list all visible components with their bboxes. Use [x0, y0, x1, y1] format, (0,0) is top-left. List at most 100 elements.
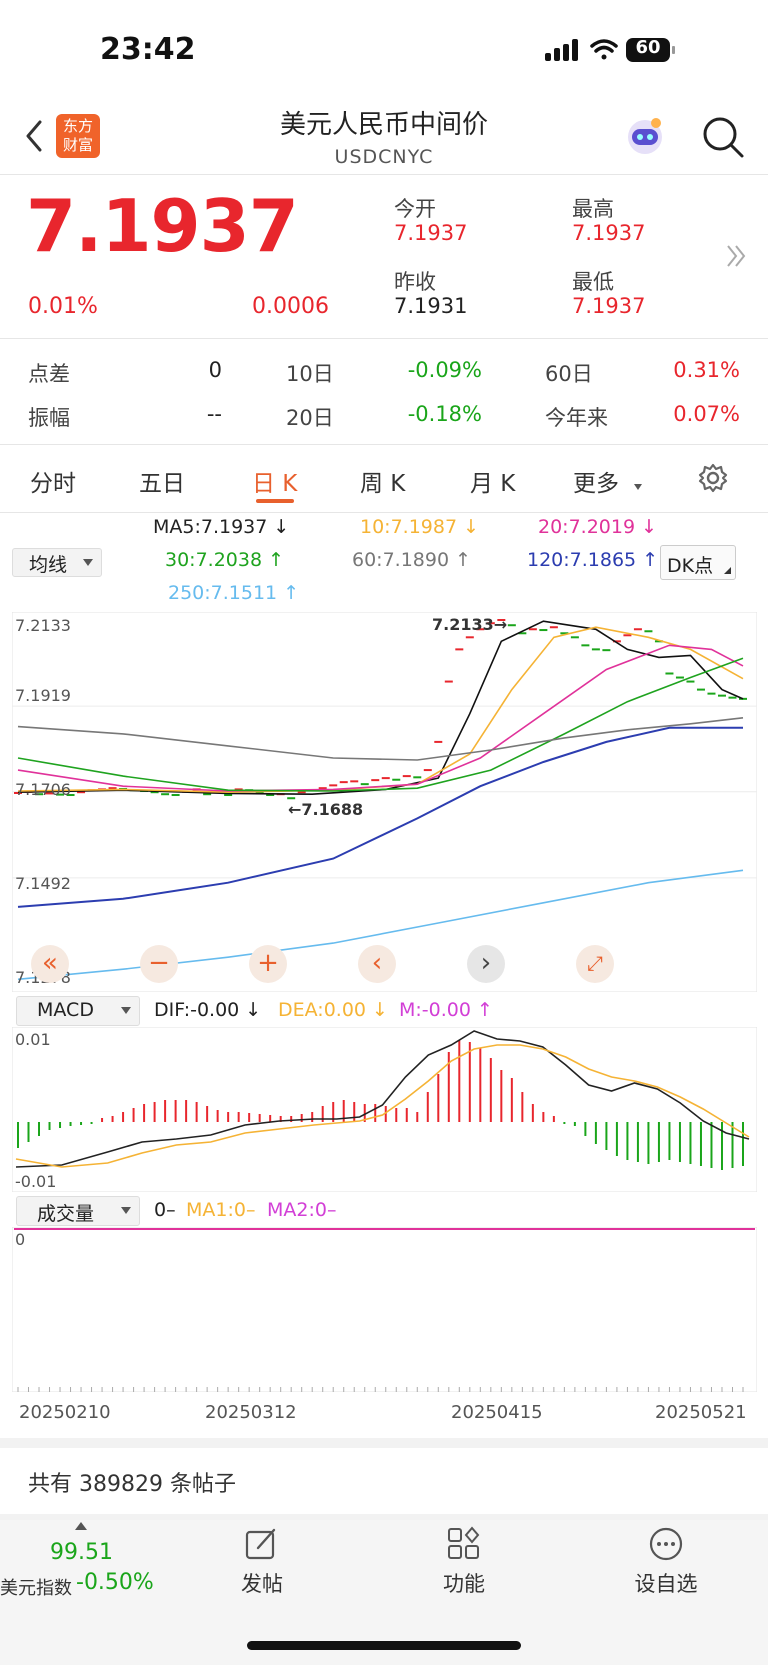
ma120-value: 120:7.1865 ↑: [527, 549, 659, 571]
status-icons: [545, 38, 675, 62]
wifi-icon: [590, 39, 618, 60]
date-label-3: 20250415: [451, 1402, 543, 1423]
open-label: 今开: [394, 197, 436, 221]
ma10-value: 10:7.1987 ↓: [360, 516, 480, 538]
high-label: 最高: [572, 197, 614, 221]
kline-y-label-3: 7.1706: [15, 780, 71, 799]
scroll-left-button[interactable]: ‹: [358, 945, 396, 983]
tab-intraday[interactable]: 分时: [30, 471, 76, 497]
tab-more[interactable]: 更多: [573, 471, 619, 497]
ytd-value: 0.07%: [673, 402, 740, 426]
date-label-4: 20250521: [655, 1402, 747, 1423]
battery-level: 60: [635, 37, 661, 58]
search-icon[interactable]: [700, 114, 746, 160]
d20-label: 20日: [286, 406, 334, 430]
usd-index-value[interactable]: 99.51: [50, 1540, 113, 1565]
add-watchlist-button[interactable]: 设自选: [634, 1572, 698, 1596]
ma20-line: [17, 644, 744, 792]
change-value: 0.0006: [252, 294, 329, 319]
high-value: 7.1937: [572, 221, 646, 245]
volume-y-top: 0: [15, 1230, 26, 1249]
date-label-2: 20250312: [205, 1402, 297, 1423]
macd-chart: [12, 1027, 757, 1192]
more-dropdown-icon: [634, 484, 642, 490]
tab-monthly-k[interactable]: 月 K: [470, 471, 516, 497]
dea-line: [15, 1044, 750, 1168]
signal-icon: [545, 39, 578, 61]
ma5-line: [17, 620, 744, 796]
macd-m: M:-0.00 ↑: [399, 999, 493, 1021]
zoom-in-button[interactable]: +: [249, 945, 287, 983]
macd-y-top: 0.01: [15, 1030, 51, 1049]
tab-indicator: [256, 499, 294, 503]
ma10-line: [17, 626, 744, 794]
d10-value: -0.09%: [407, 358, 482, 382]
robot-assistant-icon[interactable]: [622, 114, 668, 160]
d10-label: 10日: [286, 362, 334, 386]
post-count[interactable]: 共有 389829 条帖子: [28, 1472, 236, 1497]
current-price: 7.1937: [26, 184, 299, 268]
usd-index-name[interactable]: 美元指数: [0, 1578, 72, 1599]
kline-y-label-2: 7.1919: [15, 686, 71, 705]
macd-dif: DIF:-0.00 ↓: [154, 999, 262, 1021]
zoom-out-button[interactable]: −: [140, 945, 178, 983]
ma60-line: [17, 717, 744, 761]
amplitude-value: --: [206, 402, 222, 426]
home-indicator: [247, 1641, 521, 1650]
volume-ma1: MA1:0–: [186, 1199, 256, 1221]
app-logo: 东方 财富: [56, 114, 100, 158]
usd-index-change[interactable]: -0.50%: [76, 1570, 154, 1595]
scroll-left-fast-button[interactable]: «: [31, 945, 69, 983]
d60-label: 60日: [545, 362, 593, 386]
spread-value: 0: [208, 358, 222, 382]
volume-ma2: MA2:0–: [267, 1199, 337, 1221]
spread-label: 点差: [28, 362, 70, 386]
volume-chart: [12, 1227, 757, 1392]
date-label-1: 20250210: [19, 1402, 111, 1423]
ma5-value: MA5:7.1937 ↓: [153, 516, 290, 538]
kline-y-label-1: 7.2133: [15, 616, 71, 635]
ma30-line: [17, 657, 744, 792]
scroll-right-button[interactable]: ›: [467, 945, 505, 983]
dk-point-button[interactable]: DK点: [660, 545, 736, 580]
post-button[interactable]: 发帖: [241, 1572, 283, 1596]
function-button[interactable]: 功能: [443, 1572, 485, 1596]
volume-selector[interactable]: 成交量: [16, 1196, 140, 1226]
ma250-value: 250:7.1511 ↑: [168, 582, 300, 604]
tab-five-day[interactable]: 五日: [139, 471, 185, 497]
ma-selector[interactable]: 均线: [12, 548, 102, 577]
prev-close-value: 7.1931: [394, 294, 468, 318]
dif-line: [15, 1030, 750, 1168]
more-dots-icon[interactable]: [648, 1526, 684, 1562]
open-value: 7.1937: [394, 221, 468, 245]
index-up-icon: [75, 1522, 87, 1530]
tab-daily-k[interactable]: 日 K: [252, 471, 298, 497]
back-icon[interactable]: [22, 118, 46, 154]
gear-icon[interactable]: [697, 462, 729, 494]
volume-value: 0–: [154, 1199, 176, 1221]
tab-weekly-k[interactable]: 周 K: [360, 471, 406, 497]
macd-selector[interactable]: MACD: [16, 996, 140, 1026]
page-subtitle: USDCNYC: [334, 146, 434, 168]
ma20-value: 20:7.2019 ↓: [538, 516, 658, 538]
low-value: 7.1937: [572, 294, 646, 318]
low-marker: ←7.1688: [288, 800, 364, 819]
kline-y-label-4: 7.1492: [15, 874, 71, 893]
ma60-value: 60:7.1890 ↑: [352, 549, 472, 571]
bottom-nav: [0, 1520, 768, 1665]
ytd-label: 今年来: [545, 406, 608, 430]
low-label: 最低: [572, 270, 614, 294]
ma30-value: 30:7.2038 ↑: [165, 549, 285, 571]
fullscreen-button[interactable]: ⤢: [576, 945, 614, 983]
ma120-line: [17, 726, 743, 908]
macd-y-bottom: -0.01: [15, 1172, 57, 1191]
expand-chevron-icon[interactable]: [724, 242, 748, 270]
kline-chart[interactable]: [12, 612, 757, 992]
edit-post-icon[interactable]: [244, 1526, 280, 1562]
page-title: 美元人民币中间价: [279, 110, 488, 140]
status-time: 23:42: [100, 32, 196, 67]
high-marker: 7.2133→: [432, 615, 508, 634]
d60-value: 0.31%: [673, 358, 740, 382]
macd-dea: DEA:0.00 ↓: [278, 999, 388, 1021]
grid-function-icon[interactable]: [446, 1526, 482, 1562]
